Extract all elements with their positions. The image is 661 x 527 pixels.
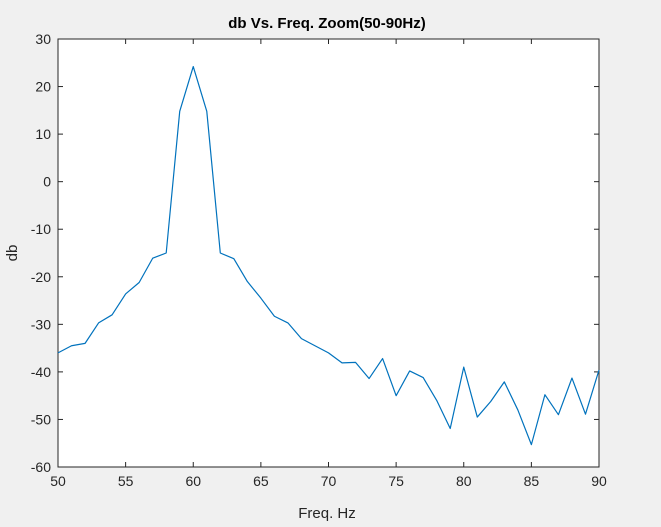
chart-title: db Vs. Freq. Zoom(50-90Hz) [228,15,426,32]
y-tick-label: -40 [31,364,51,380]
y-tick-label: -60 [31,459,51,475]
x-tick-label: 70 [321,473,337,489]
x-tick-label: 75 [388,473,404,489]
y-tick-label: -30 [31,316,51,332]
y-tick-label: 30 [35,31,51,47]
y-tick-label: 20 [35,79,51,95]
y-tick-label: -50 [31,411,51,427]
x-tick-label: 55 [118,473,134,489]
x-tick-label: 50 [50,473,66,489]
y-tick-label: 0 [43,174,51,190]
x-tick-label: 65 [253,473,269,489]
x-axis-label: Freq. Hz [298,505,356,522]
y-axis-label: db [4,245,21,262]
y-tick-label: -20 [31,269,51,285]
plot-area [57,38,600,468]
x-tick-label: 85 [524,473,540,489]
axes: 50 55 60 65 70 75 80 85 90 -60 -50 -40 -30 -20 -10 0 10 2… [31,31,607,489]
series-line [57,65,600,446]
x-tick-label: 80 [456,473,472,489]
y-tick-label: 10 [35,126,51,142]
y-tick-label: -10 [31,221,51,237]
x-tick-label: 60 [185,473,201,489]
x-tick-label: 90 [591,473,607,489]
